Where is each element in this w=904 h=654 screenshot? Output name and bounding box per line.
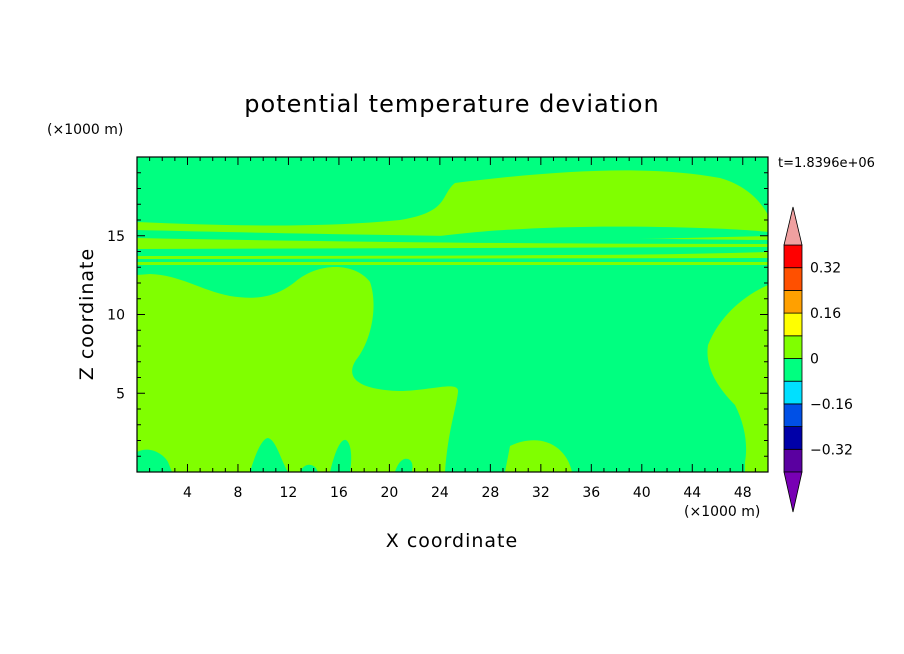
y-tick-label: 15 [107,229,125,245]
y-axis-ticks: 5 10 15 [107,172,768,457]
contour-negative-main [137,265,768,472]
colorbar-label: −0.32 [810,442,853,458]
contour-negative-bottom-3 [330,439,352,472]
colorbar-swatch [783,289,803,314]
x-tick-label: 36 [582,485,600,501]
colorbar-label: 0.32 [810,261,841,277]
x-axis-label: X coordinate [386,530,518,552]
y-tick-label: 5 [116,386,125,402]
colorbar-over-triangle [783,206,803,246]
time-label: t=1.8396e+06 [778,156,875,171]
colorbar-swatch [783,403,803,427]
contour-negative-bottom-2 [250,438,288,472]
colorbar-under-triangle [783,471,803,513]
contour-negative-right-bump [460,265,768,353]
x-tick-label: 16 [330,485,348,501]
contour-negative-band-mid [137,247,768,256]
x-tick-label: 40 [633,485,651,501]
x-tick-label: 20 [380,485,398,501]
colorbar-swatch [783,448,803,473]
contour-negative-bottom-4 [395,458,413,472]
colorbar-swatch [783,380,803,405]
colorbar-swatch [783,244,803,269]
x-tick-label: 28 [481,485,499,501]
contour-negative-band-lower [137,258,768,262]
x-tick-label: 4 [183,485,192,501]
contour-negative-bottom-left [137,449,172,472]
colorbar-swatch [783,426,803,450]
x-tick-label: 32 [532,485,550,501]
chart-title: potential temperature deviation [244,90,659,118]
x-unit-label: (×1000 m) [684,504,760,520]
colorbar-label: −0.16 [810,397,853,413]
contour-field [137,157,768,472]
colorbar-swatch [783,312,803,337]
colorbar: 0.32 0.16 0 −0.16 −0.32 [783,206,853,513]
colorbar-swatch [783,335,803,359]
contour-negative-band-right [415,226,768,241]
y-tick-label: 10 [107,308,125,324]
x-tick-label: 48 [734,485,752,501]
colorbar-swatch [783,267,803,291]
x-axis-ticks: 4 8 12 16 20 24 28 32 36 40 44 48 [149,157,756,501]
contour-positive-island-1 [256,364,285,401]
contour-negative-top-left [137,157,768,226]
x-tick-label: 44 [683,485,701,501]
y-axis-label: Z coordinate [76,248,98,380]
colorbar-label: 0 [810,352,819,368]
colorbar-swatch [783,358,803,382]
x-tick-label: 8 [233,485,242,501]
x-tick-label: 24 [431,485,449,501]
colorbar-label: 0.16 [810,306,841,322]
y-unit-label: (×1000 m) [47,122,123,138]
x-tick-label: 12 [280,485,298,501]
